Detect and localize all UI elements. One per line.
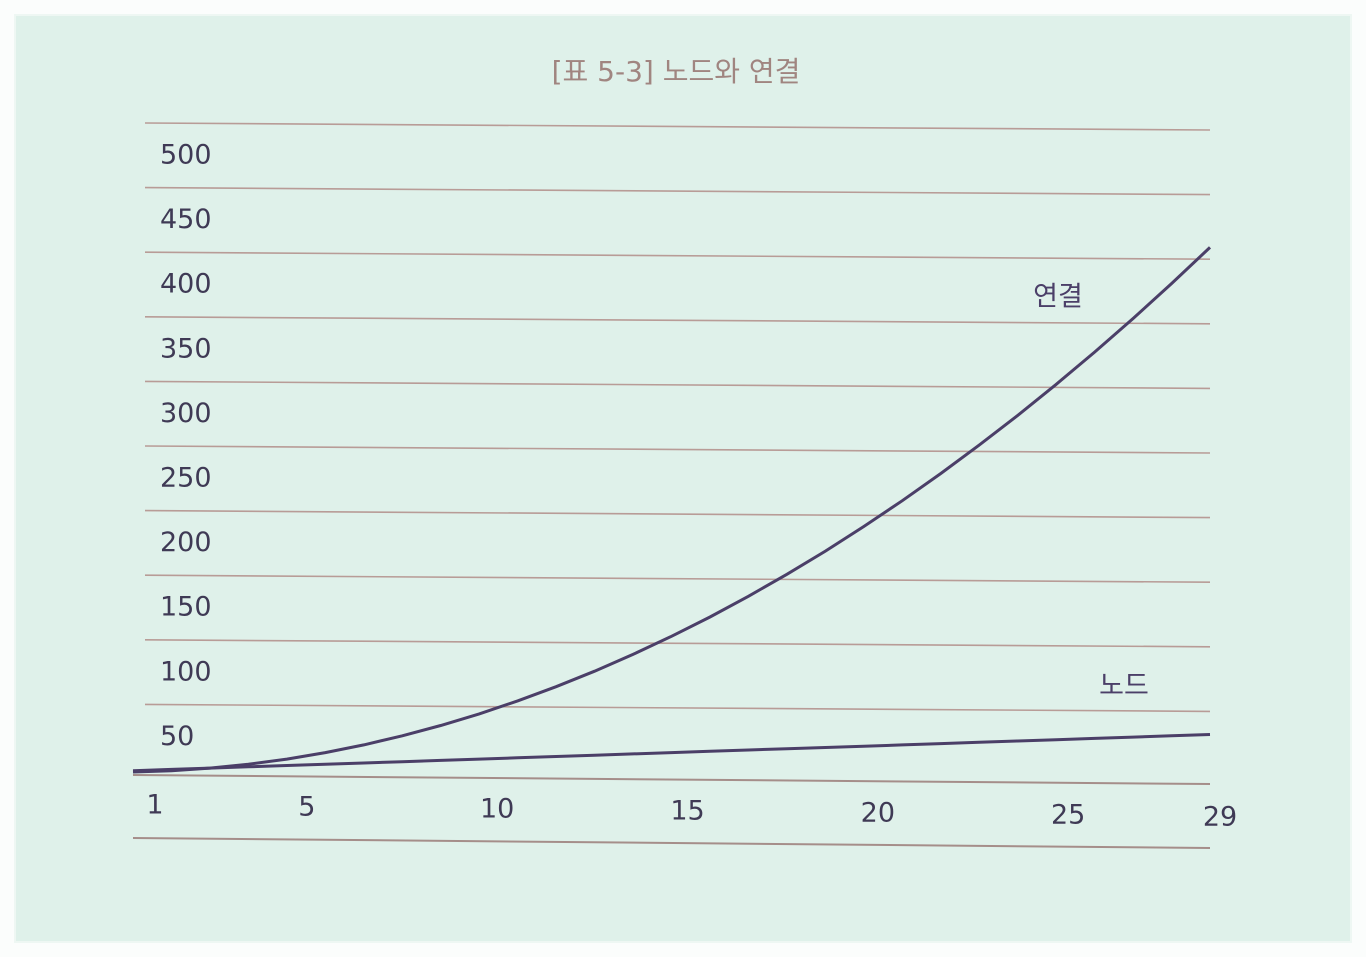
series-label: 노드: [1099, 671, 1149, 702]
y-tick-label: 100: [160, 656, 212, 687]
y-tick-label: 250: [160, 463, 212, 494]
line-series: [132, 733, 1211, 773]
y-tick-label: 300: [160, 398, 212, 429]
x-tick-label: 25: [1051, 800, 1085, 831]
grid-line: [144, 445, 1211, 454]
x-tick-label: 10: [480, 794, 514, 825]
y-tick-label: 200: [160, 527, 212, 558]
x-axis: [132, 774, 1211, 785]
y-tick-label: 50: [160, 721, 194, 752]
y-tick-label: 350: [160, 333, 212, 364]
chart-background: [14, 14, 1352, 943]
grid-line: [144, 574, 1211, 583]
y-tick-label: 450: [160, 204, 212, 235]
x-tick-label: 20: [861, 798, 895, 829]
line-series: [132, 246, 1212, 774]
grid-line: [144, 316, 1211, 325]
grid-line: [144, 639, 1211, 648]
grid-line: [144, 703, 1211, 713]
y-tick-label: 400: [160, 269, 212, 300]
grid-line: [144, 122, 1211, 131]
x-tick-label: 5: [298, 792, 315, 823]
series-label: 연결: [1033, 282, 1083, 313]
grid-line: [144, 380, 1211, 390]
x-tick-label: 1: [146, 790, 163, 821]
grid-line: [144, 509, 1211, 519]
y-tick-label: 150: [160, 592, 212, 623]
y-tick-label: 500: [160, 140, 212, 171]
grid-line: [144, 251, 1211, 260]
chart-title: [표 5-3] 노드와 연결: [552, 55, 801, 88]
bottom-rule: [132, 837, 1211, 849]
x-tick-label: 15: [670, 796, 704, 827]
x-tick-label: 29: [1203, 802, 1237, 833]
grid-line: [144, 186, 1211, 196]
